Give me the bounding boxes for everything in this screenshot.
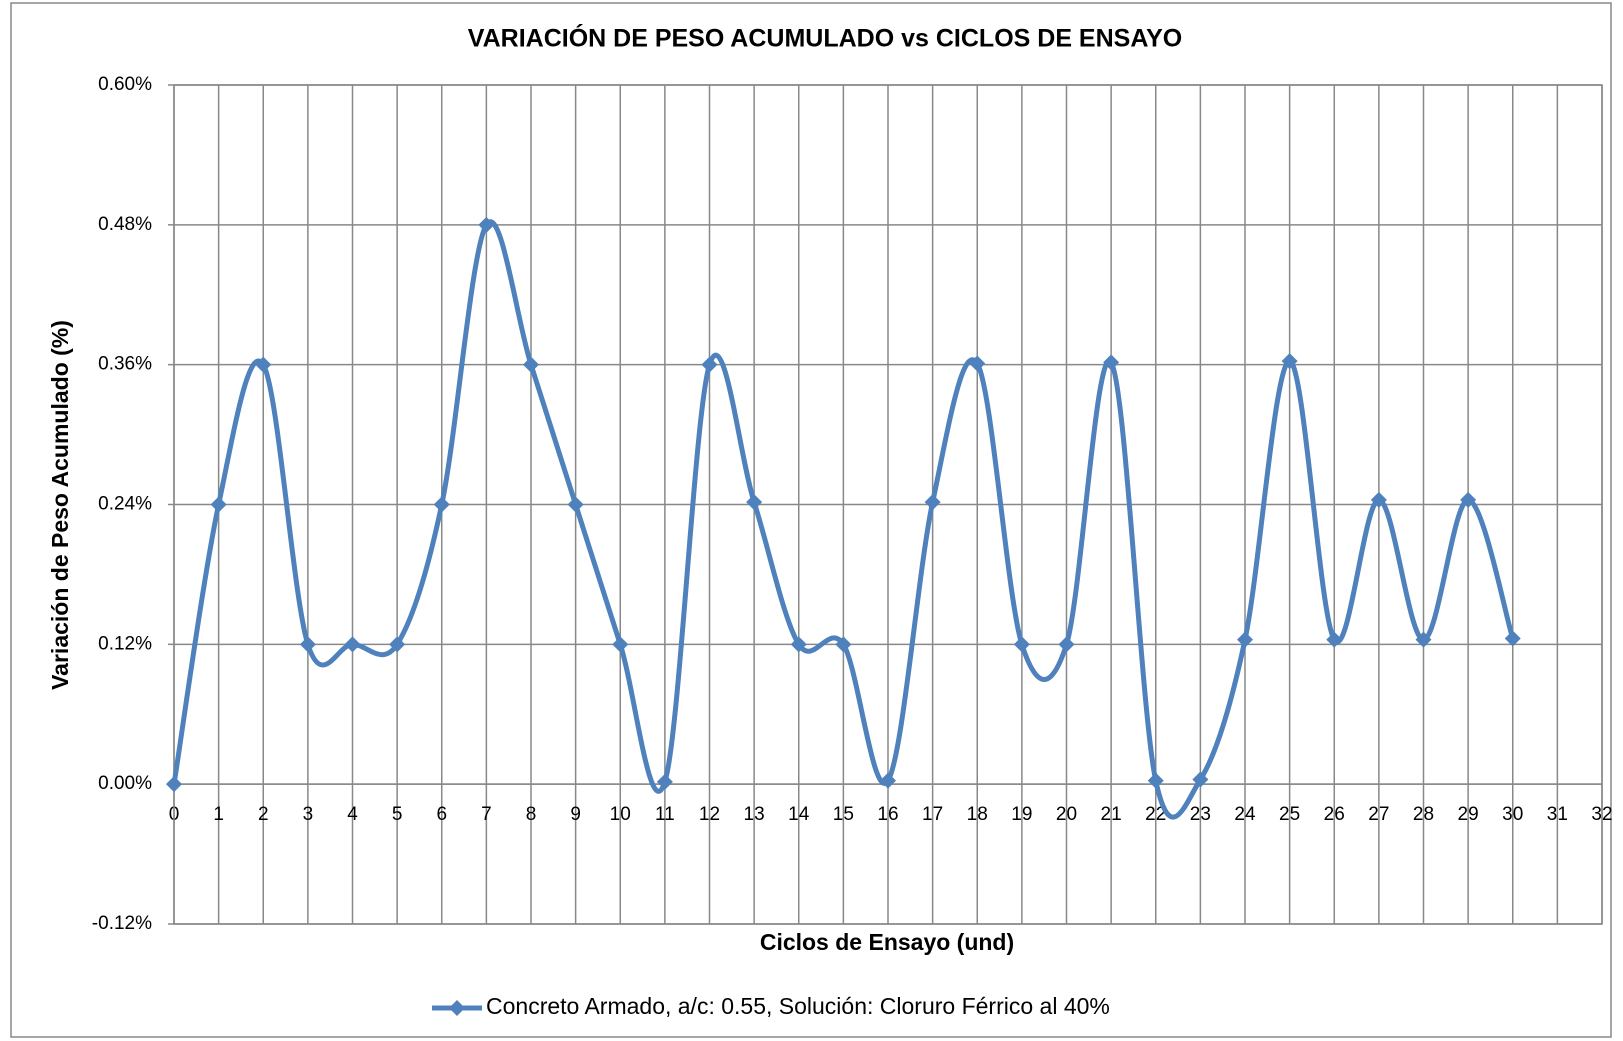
data-point — [1370, 491, 1387, 508]
x-tick-label: 25 — [1279, 804, 1300, 825]
chart-title: VARIACIÓN DE PESO ACUMULADO vs CICLOS DE… — [468, 23, 1182, 53]
data-point — [1147, 772, 1164, 789]
y-tick-label: -0.12% — [92, 913, 152, 934]
data-point — [255, 356, 272, 373]
x-tick-label: 28 — [1413, 804, 1434, 825]
x-tick-label: 15 — [833, 804, 854, 825]
x-tick-label: 1 — [213, 804, 224, 825]
x-tick-label: 6 — [436, 804, 447, 825]
data-point — [1237, 631, 1253, 648]
x-tick-label: 11 — [655, 804, 675, 825]
data-point — [924, 494, 941, 511]
x-tick-label: 21 — [1101, 804, 1122, 825]
x-tick-label: 8 — [526, 804, 537, 825]
data-point — [478, 216, 495, 233]
data-point — [656, 773, 673, 790]
x-tick-label: 31 — [1547, 804, 1568, 825]
y-tick-label: 0.24% — [98, 494, 152, 515]
x-tick-label: 14 — [788, 804, 810, 825]
x-tick-label: 2 — [258, 804, 269, 825]
data-point — [523, 356, 539, 373]
data-point — [433, 496, 450, 513]
data-point — [969, 355, 986, 372]
x-tick-label: 20 — [1056, 804, 1077, 825]
data-point — [166, 776, 182, 793]
x-tick-label: 23 — [1190, 804, 1211, 825]
data-point — [210, 496, 227, 513]
data-point — [1415, 631, 1432, 648]
legend-marker — [449, 1000, 465, 1016]
data-point — [701, 356, 718, 373]
data-point — [389, 636, 406, 653]
data-point — [299, 636, 316, 653]
x-tick-label: 5 — [392, 804, 403, 825]
x-tick-label: 12 — [699, 804, 720, 825]
data-point — [567, 496, 584, 513]
x-tick-label: 29 — [1458, 804, 1479, 825]
x-tick-label: 17 — [922, 804, 943, 825]
x-tick-label: 18 — [967, 804, 988, 825]
x-tick-label: 24 — [1234, 804, 1256, 825]
data-point — [880, 772, 896, 789]
y-tick-label: 0.00% — [98, 773, 152, 794]
plot-border — [173, 84, 1603, 925]
data-point — [790, 636, 807, 653]
data-point — [1460, 491, 1477, 508]
x-tick-label: 27 — [1368, 804, 1389, 825]
x-tick-label: 13 — [744, 804, 765, 825]
x-tick-label: 9 — [570, 804, 581, 825]
y-tick-label: 0.60% — [98, 74, 152, 95]
y-axis-title: Variación de Peso Acumulado (%) — [47, 320, 73, 690]
x-axis-title: Ciclos de Ensayo (und) — [760, 929, 1014, 955]
x-tick-label: 22 — [1145, 804, 1166, 825]
y-tick-label: 0.36% — [98, 354, 152, 375]
data-point — [1013, 636, 1030, 653]
x-tick-label: 30 — [1502, 804, 1523, 825]
x-tick-label: 4 — [347, 804, 358, 825]
x-tick-label: 7 — [481, 804, 492, 825]
x-tick-label: 10 — [610, 804, 631, 825]
data-point — [1281, 353, 1298, 370]
x-tick-label: 19 — [1011, 804, 1032, 825]
x-tick-label: 16 — [877, 804, 898, 825]
data-point — [344, 636, 361, 653]
data-point — [1103, 354, 1120, 371]
data-point — [1326, 631, 1343, 648]
data-point — [746, 494, 763, 511]
y-tick-label: 0.12% — [98, 633, 152, 654]
legend-label: Concreto Armado, a/c: 0.55, Solución: Cl… — [486, 993, 1110, 1019]
data-point — [1058, 636, 1075, 653]
x-tick-label: 26 — [1324, 804, 1345, 825]
x-tick-label: 3 — [303, 804, 314, 825]
data-point — [612, 636, 629, 653]
data-point — [1504, 630, 1521, 647]
chart-border — [10, 2, 1612, 1038]
data-point — [1192, 771, 1209, 788]
y-tick-label: 0.48% — [98, 214, 152, 235]
data-point — [835, 636, 852, 653]
